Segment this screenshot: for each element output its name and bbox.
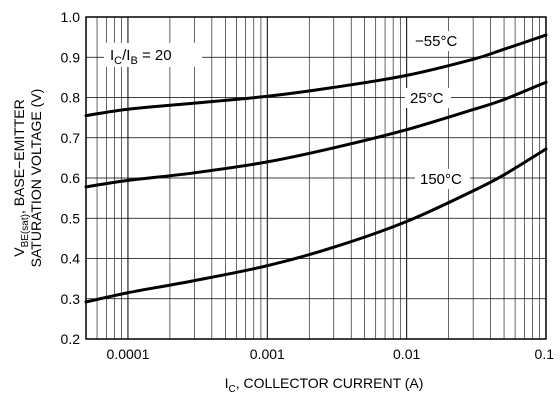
series-label: 25°C	[410, 90, 444, 107]
series-label: −55°C	[415, 33, 457, 50]
grid	[85, 16, 546, 340]
curves	[84, 33, 548, 304]
series-line-0	[84, 33, 548, 118]
annotation-background	[104, 43, 202, 67]
y-tick-label: 0.5	[61, 210, 81, 226]
y-tick-label: 0.2	[61, 331, 81, 347]
x-tick-label: 0.001	[250, 346, 285, 362]
series-line-1	[84, 80, 548, 189]
y-tick-label: 0.4	[61, 251, 81, 267]
x-tick-label: 0.01	[393, 346, 420, 362]
ratio-annotation: IC/IB = 20	[110, 47, 172, 67]
y-tick-labels: 0.2 0.3 0.4 0.5 0.6 0.7 0.8 0.9 1.0	[61, 9, 81, 347]
y-tick-label: 0.8	[61, 90, 81, 106]
y-axis-title: VBE(sat), BASE−EMITTER SATURATION VOLTAG…	[11, 89, 44, 268]
y-tick-label: 0.6	[61, 170, 81, 186]
y-tick-label: 0.7	[61, 130, 81, 146]
y-axis-title-line1: VBE(sat), BASE−EMITTER	[11, 99, 31, 256]
y-tick-label: 0.9	[61, 49, 81, 65]
series-label-background	[405, 88, 451, 108]
y-tick-label: 1.0	[61, 9, 81, 25]
series-line-2	[84, 147, 548, 304]
x-tick-labels: 0.0001 0.001 0.01 0.1	[107, 346, 555, 362]
series-label: 150°C	[420, 171, 462, 188]
series-label-background	[410, 31, 465, 51]
plot-frame	[85, 16, 547, 340]
y-axis-title-line2: SATURATION VOLTAGE (V)	[28, 89, 44, 268]
y-tick-label: 0.3	[61, 291, 81, 307]
series-label-background	[415, 169, 470, 189]
series-labels: −55°C 25°C 150°C	[405, 31, 470, 189]
x-tick-label: 0.0001	[107, 346, 150, 362]
x-axis-title: IC, COLLECTOR CURRENT (A)	[225, 375, 424, 394]
x-tick-label: 0.1	[535, 346, 555, 362]
